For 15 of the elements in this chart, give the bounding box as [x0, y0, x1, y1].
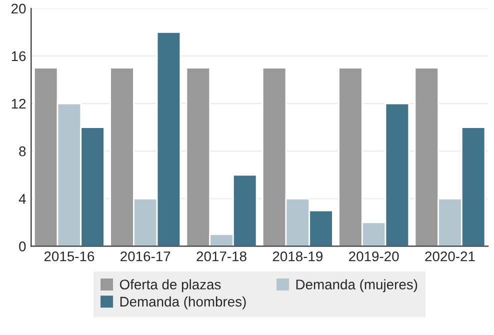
x-tick-label: 2019-20	[349, 251, 399, 262]
legend-label: Oferta de plazas	[120, 279, 221, 292]
y-tick-label: 8	[19, 146, 26, 156]
x-tick-label: 2016-17	[120, 251, 170, 262]
x-tick-label: 2020-21	[425, 251, 475, 262]
y-tick-label: 0	[19, 242, 26, 252]
legend-label: Demanda (hombres)	[120, 296, 246, 310]
y-tick-label: 4	[18, 194, 26, 204]
y-tick-label: 12	[12, 98, 26, 109]
legend-label: Demanda (mujeres)	[296, 279, 418, 292]
y-tick-label: 16	[12, 51, 26, 62]
y-tick-label: 20	[12, 4, 26, 14]
x-tick-label: 2017-18	[196, 251, 246, 262]
x-tick-label: 2015-16	[44, 251, 94, 262]
x-tick-label: 2018-19	[272, 251, 323, 262]
